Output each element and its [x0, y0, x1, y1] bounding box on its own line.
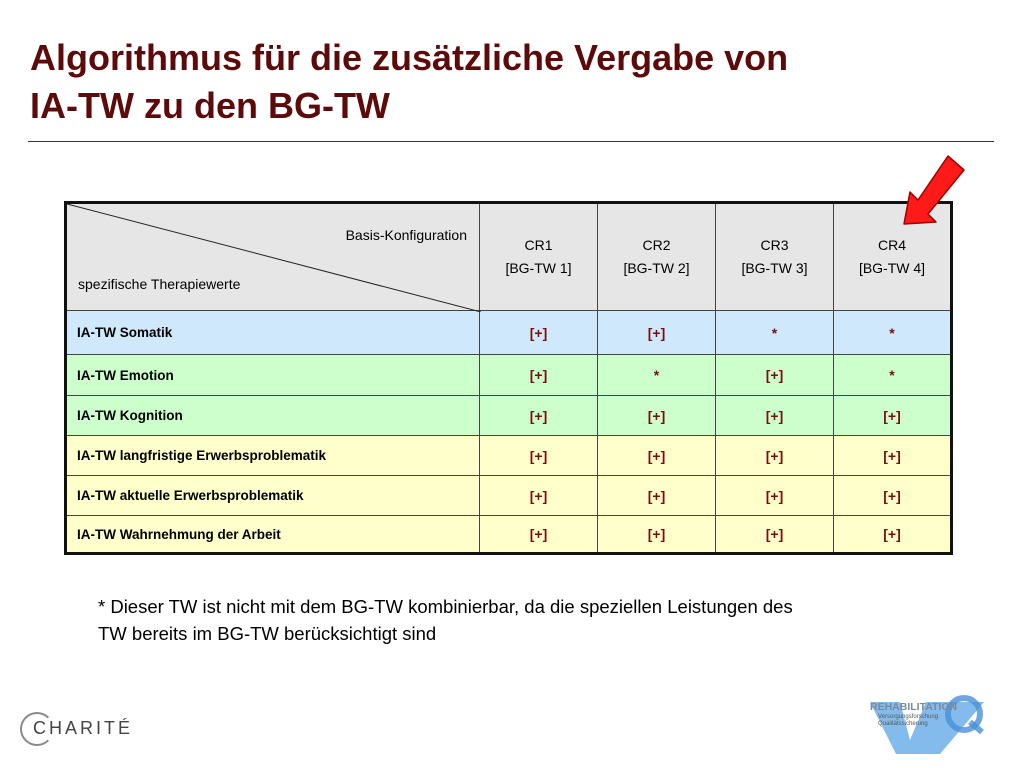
table-cell: [+]	[715, 475, 834, 516]
table-cell: *	[715, 310, 834, 355]
table-cell: [+]	[597, 515, 716, 554]
row-label: IA-TW Emotion	[65, 354, 480, 396]
footnote-line-1: * Dieser TW ist nicht mit dem BG-TW komb…	[98, 596, 793, 617]
corner-spec-label: spezifische Therapiewerte	[78, 276, 241, 292]
row-label: IA-TW aktuelle Erwerbsproblematik	[65, 475, 480, 516]
column-name: CR4	[877, 237, 906, 253]
diagonal-line	[67, 204, 481, 312]
table-cell: [+]	[479, 515, 598, 554]
table-cell: [+]	[479, 310, 598, 355]
column-name: CR1	[524, 237, 553, 253]
table-cell: [+]	[479, 435, 598, 476]
table-cell: [+]	[715, 354, 834, 396]
column-name: CR2	[642, 237, 671, 253]
table-cell: *	[597, 354, 716, 396]
table-cell: [+]	[715, 435, 834, 476]
table-cell: *	[833, 354, 952, 396]
table-cell: [+]	[715, 515, 834, 554]
column-header-cr2: CR2 [BG-TW 2]	[597, 202, 716, 311]
table-row-somatik: IA-TW Somatik [+] [+] * *	[65, 310, 952, 355]
row-label: IA-TW Kognition	[65, 395, 480, 436]
table-cell: [+]	[833, 475, 952, 516]
table-header-row: Basis-Konfiguration spezifische Therapie…	[65, 202, 952, 312]
table-cell: [+]	[833, 395, 952, 436]
column-sub: [BG-TW 3]	[741, 260, 808, 276]
rehabilitation-logo: REHABILITATION Versorgungsforschung Qual…	[870, 695, 984, 754]
table-cell: [+]	[833, 435, 952, 476]
table-cell: [+]	[597, 475, 716, 516]
column-header-cr1: CR1 [BG-TW 1]	[479, 202, 598, 311]
rehab-sub-2: Qualitätssicherung	[878, 721, 928, 727]
corner-basis-label: Basis-Konfiguration	[345, 227, 467, 243]
column-name: CR3	[760, 237, 789, 253]
rehab-title: REHABILITATION	[870, 701, 957, 713]
corner-cell: Basis-Konfiguration spezifische Therapie…	[65, 202, 481, 312]
table-row-kognition: IA-TW Kognition [+] [+] [+] [+]	[65, 395, 952, 436]
table-cell: [+]	[597, 310, 716, 355]
table-cell: [+]	[597, 435, 716, 476]
title-line-2: IA-TW zu den BG-TW	[30, 85, 390, 126]
row-label: IA-TW Somatik	[65, 310, 480, 355]
rehab-sub-1: Versorgungsforschung	[878, 714, 938, 720]
page-title: Algorithmus für die zusätzliche Vergabe …	[30, 34, 990, 130]
table-row-langfristig: IA-TW langfristige Erwerbsproblematik [+…	[65, 435, 952, 476]
footnote-line-2: TW bereits im BG-TW berücksichtigt sind	[98, 623, 437, 644]
table-cell: [+]	[833, 515, 952, 554]
column-header-cr3: CR3 [BG-TW 3]	[715, 202, 834, 311]
column-sub: [BG-TW 2]	[623, 260, 690, 276]
red-arrow-icon	[903, 155, 965, 225]
table-row-aktuell: IA-TW aktuelle Erwerbsproblematik [+] [+…	[65, 475, 952, 516]
table-cell: [+]	[479, 354, 598, 396]
title-line-1: Algorithmus für die zusätzliche Vergabe …	[30, 37, 789, 78]
footnote: * Dieser TW ist nicht mit dem BG-TW komb…	[98, 593, 968, 647]
table-cell: *	[833, 310, 952, 355]
table-cell: [+]	[479, 475, 598, 516]
table-cell: [+]	[479, 395, 598, 436]
charite-ring-icon	[20, 712, 54, 746]
row-label: IA-TW langfristige Erwerbsproblematik	[65, 435, 480, 476]
title-divider	[28, 141, 994, 142]
algorithm-table: Basis-Konfiguration spezifische Therapie…	[64, 201, 953, 555]
charite-wordmark: CHARITÉ	[33, 718, 134, 738]
table-cell: [+]	[597, 395, 716, 436]
column-sub: [BG-TW 4]	[858, 260, 926, 276]
row-label: IA-TW Wahrnehmung der Arbeit	[65, 515, 480, 554]
table-row-wahrnehmung: IA-TW Wahrnehmung der Arbeit [+] [+] [+]…	[65, 515, 952, 554]
column-sub: [BG-TW 1]	[505, 260, 572, 276]
table-cell: [+]	[715, 395, 834, 436]
table-row-emotion: IA-TW Emotion [+] * [+] *	[65, 354, 952, 396]
